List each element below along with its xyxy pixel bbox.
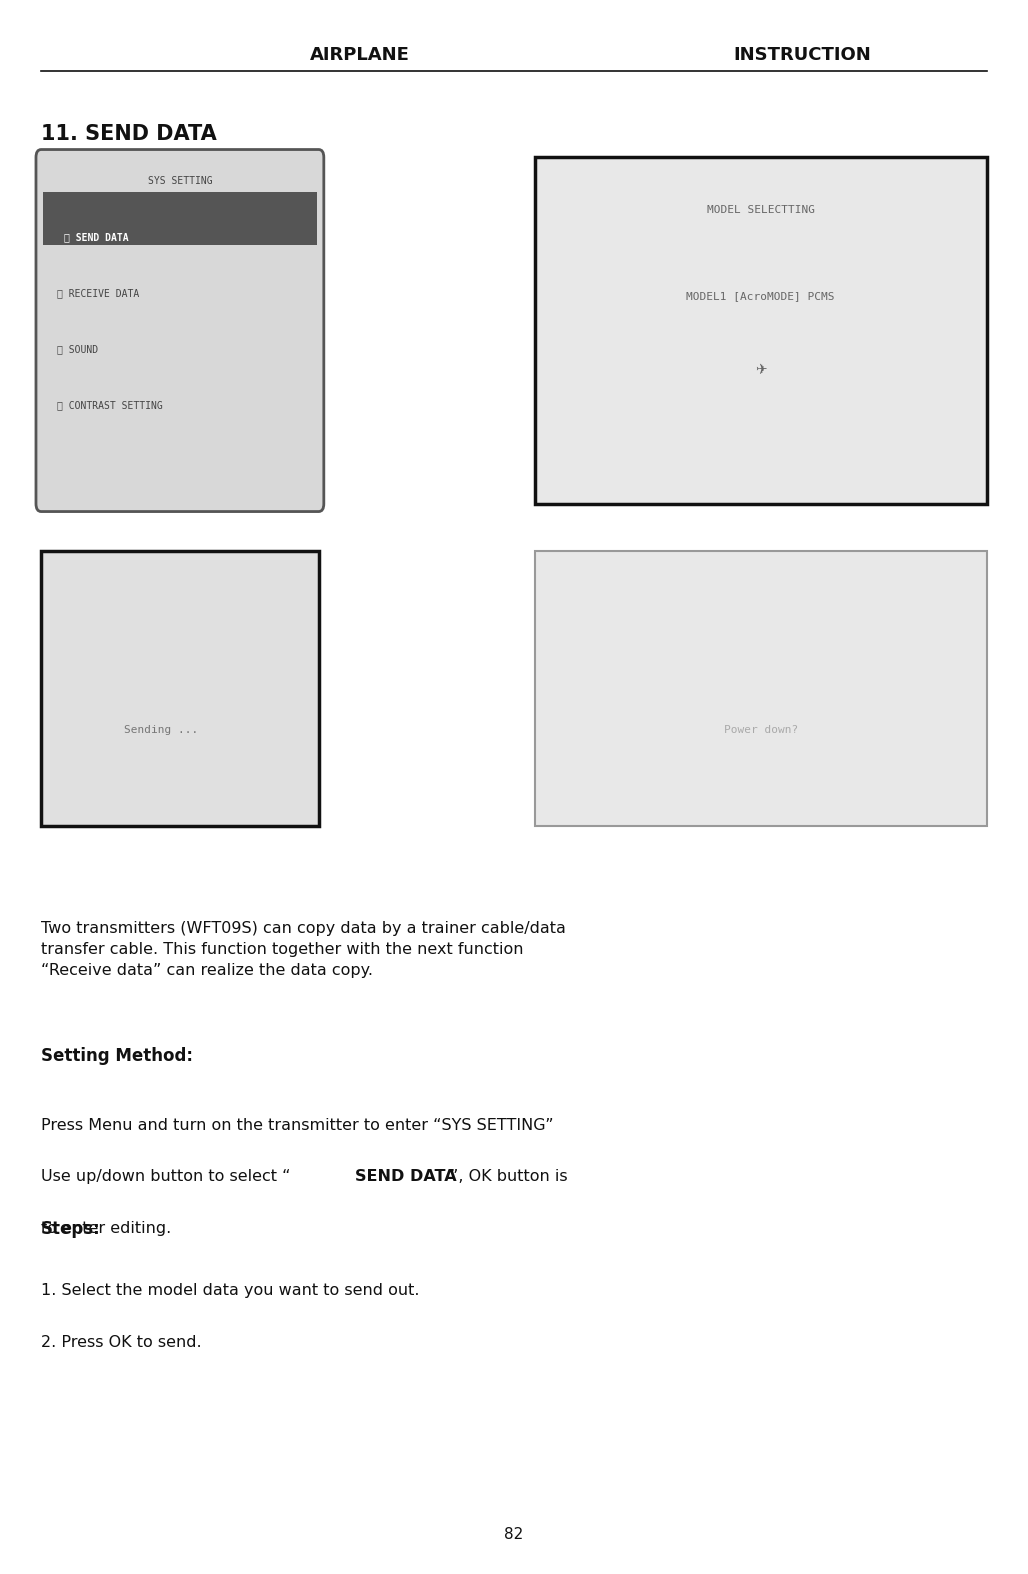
Text: 2. Press OK to send.: 2. Press OK to send. [41, 1335, 201, 1350]
Text: INSTRUCTION: INSTRUCTION [733, 46, 871, 65]
Text: Setting Method:: Setting Method: [41, 1047, 193, 1064]
Text: AIRPLANE: AIRPLANE [309, 46, 410, 65]
Text: ④ CONTRAST SETTING: ④ CONTRAST SETTING [57, 400, 162, 409]
Text: Two transmitters (WFT09S) can copy data by a trainer cable/data
transfer cable. : Two transmitters (WFT09S) can copy data … [41, 921, 566, 977]
Bar [535, 551, 987, 826]
Text: Use up/down button to select “: Use up/down button to select “ [41, 1169, 291, 1185]
Text: to enter editing.: to enter editing. [41, 1221, 172, 1237]
Text: MODEL SELECTTING: MODEL SELECTTING [706, 205, 815, 214]
Text: ”, OK button is: ”, OK button is [450, 1169, 567, 1185]
Text: Steps:: Steps: [41, 1220, 101, 1237]
Text: Press Menu and turn on the transmitter to enter “SYS SETTING”: Press Menu and turn on the transmitter t… [41, 1118, 554, 1133]
Text: ③ SOUND: ③ SOUND [57, 343, 98, 354]
Bar [43, 192, 317, 244]
Text: SEND DATA: SEND DATA [355, 1169, 456, 1185]
Bar [41, 551, 319, 826]
Text: 82: 82 [505, 1527, 523, 1543]
Text: SYS SETTING: SYS SETTING [148, 176, 212, 186]
Text: MODEL1 [AcroMODE] PCMS: MODEL1 [AcroMODE] PCMS [687, 291, 835, 301]
Text: Sending ...: Sending ... [124, 726, 198, 735]
Text: ① SEND DATA: ① SEND DATA [64, 231, 128, 242]
Bar [535, 157, 987, 504]
Text: Power down?: Power down? [724, 726, 798, 735]
Text: 11. SEND DATA: 11. SEND DATA [41, 124, 217, 143]
Text: ② RECEIVE DATA: ② RECEIVE DATA [57, 288, 139, 297]
Text: 1. Select the model data you want to send out.: 1. Select the model data you want to sen… [41, 1283, 419, 1299]
FancyBboxPatch shape [36, 150, 324, 512]
Text: ✈: ✈ [755, 362, 767, 376]
